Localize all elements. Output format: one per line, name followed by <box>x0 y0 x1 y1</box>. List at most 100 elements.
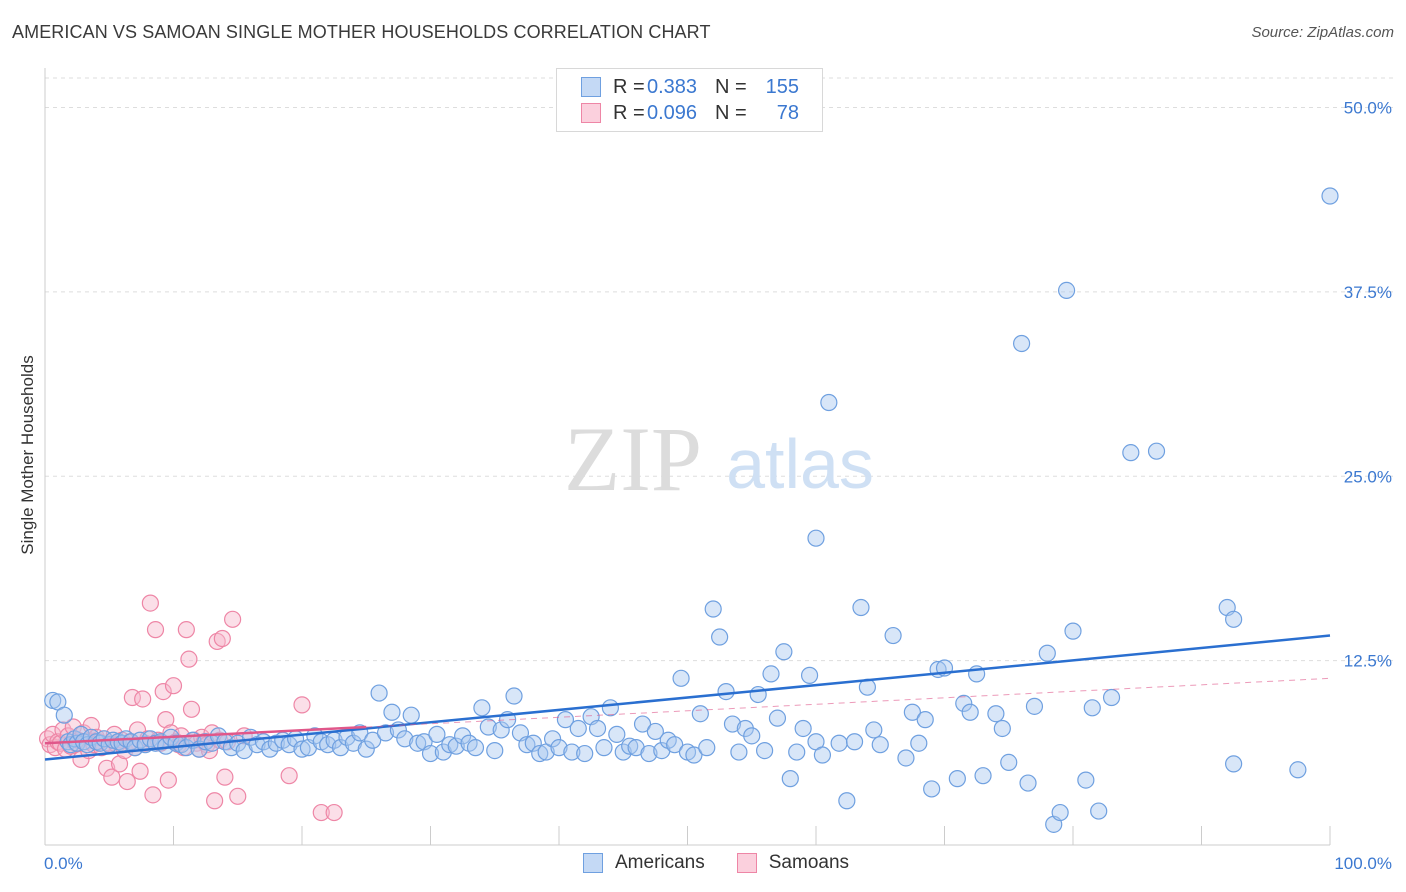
americans-point <box>1083 699 1101 717</box>
americans-point <box>1057 281 1076 299</box>
samoans-trend-extension <box>366 677 1331 728</box>
samoans-point <box>131 762 149 780</box>
americans-point <box>820 393 838 412</box>
americans-point <box>1019 774 1037 792</box>
source-note[interactable]: Source: ZipAtlas.com <box>1251 24 1394 41</box>
americans-point <box>781 770 799 788</box>
americans-point <box>1225 755 1243 773</box>
y-tick-label: 25.0% <box>1344 467 1392 486</box>
americans-point <box>550 739 568 757</box>
americans-point <box>698 739 716 757</box>
americans-point <box>830 734 848 752</box>
tick-labels: 12.5% 25.0% 37.5% 50.0% 0.0% 100.0% <box>44 99 1392 874</box>
americans-point <box>762 665 780 683</box>
americans-point <box>1051 803 1069 822</box>
americans-point <box>813 746 832 764</box>
samoans-point <box>216 768 234 786</box>
americans-point <box>730 743 748 761</box>
americans-point <box>1225 610 1243 628</box>
americans-point <box>691 705 709 723</box>
samoans-point <box>206 792 224 810</box>
americans-point <box>800 666 819 684</box>
samoans-point <box>164 677 183 695</box>
americans-point <box>1012 334 1031 353</box>
legend-label-samoans: Samoans <box>768 852 850 873</box>
samoans-point <box>180 650 198 668</box>
samoans-trend-line <box>44 725 367 745</box>
r-value: 0.383 <box>647 75 698 98</box>
americans-point <box>486 741 504 760</box>
americans-point <box>1025 697 1044 715</box>
americans-trend-line <box>44 634 1331 761</box>
samoans-point <box>103 768 121 786</box>
trend-lines <box>44 634 1331 761</box>
americans-point <box>621 737 639 755</box>
americans-point <box>666 736 684 754</box>
americans-point <box>794 719 812 738</box>
americans-point <box>556 711 575 729</box>
americans-point <box>640 744 658 763</box>
americans-point <box>672 669 690 687</box>
n-label: N = <box>715 101 747 124</box>
legend-item-samoans[interactable]: Samoans <box>736 852 850 874</box>
americans-point <box>447 737 465 755</box>
americans-point <box>807 529 825 547</box>
samoans-point <box>325 803 343 822</box>
samoans-point <box>224 610 242 628</box>
americans-point <box>865 721 883 739</box>
americans-point <box>466 739 485 757</box>
americans-point <box>1090 802 1108 820</box>
samoans-point <box>98 759 116 777</box>
r-label: R = <box>613 75 645 98</box>
watermark: ZIP atlas <box>564 408 874 510</box>
americans-point <box>1000 753 1018 772</box>
americans-point <box>897 749 915 767</box>
samoans-point <box>229 787 247 805</box>
americans-point <box>1147 442 1166 460</box>
samoans-swatch <box>581 103 601 123</box>
americans-swatch <box>583 853 603 873</box>
americans-point <box>775 643 793 661</box>
n-value: 78 <box>776 101 799 124</box>
americans-point <box>595 739 613 757</box>
americans-point <box>569 719 587 738</box>
americans-point <box>916 711 934 729</box>
americans-series <box>44 187 1339 833</box>
americans-point <box>961 703 979 721</box>
samoans-point <box>213 629 231 648</box>
y-tick-label: 50.0% <box>1344 99 1392 118</box>
watermark-zip: ZIP <box>564 408 702 510</box>
samoans-point <box>134 690 152 708</box>
samoans-point <box>154 682 172 701</box>
samoans-point <box>157 711 175 729</box>
americans-point <box>993 719 1011 738</box>
samoans-point <box>177 621 195 639</box>
stats-legend: R = 0.383 N = 155 R = 0.096 N = 78 <box>556 68 823 132</box>
americans-point <box>704 600 722 618</box>
americans-point <box>370 684 388 702</box>
legend-item-americans[interactable]: Americans <box>583 852 705 874</box>
x-tick-label: 100.0% <box>1334 854 1392 873</box>
americans-point <box>479 718 497 736</box>
americans-point <box>421 744 440 763</box>
axes <box>44 68 1331 846</box>
americans-point <box>364 731 382 749</box>
americans-point <box>646 722 664 741</box>
x-tick-label: 0.0% <box>44 854 83 873</box>
americans-point <box>331 739 350 757</box>
americans-point <box>685 746 703 764</box>
americans-point <box>871 736 889 754</box>
americans-point <box>1321 187 1339 205</box>
americans-point <box>1122 444 1140 462</box>
samoans-point <box>208 632 226 651</box>
samoans-point <box>159 771 177 789</box>
r-label: R = <box>613 101 645 124</box>
samoans-point <box>182 700 201 718</box>
americans-point <box>633 715 652 733</box>
americans-point <box>910 734 928 752</box>
americans-point <box>601 699 620 717</box>
americans-point <box>563 743 581 761</box>
americans-point <box>608 725 626 743</box>
americans-point <box>396 730 414 748</box>
